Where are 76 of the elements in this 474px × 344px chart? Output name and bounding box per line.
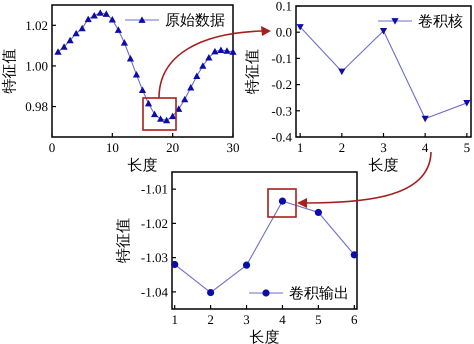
point [350,251,358,258]
point [314,208,322,216]
point [223,47,231,54]
x-tick-label: 30 [226,140,240,155]
point [193,72,200,79]
x-tick-label: 2 [338,140,346,155]
point [132,71,140,78]
y-tick-label: 0.0 [276,24,292,40]
x-tick-label: 1 [296,140,304,155]
y-tick-label: -0.4 [271,130,292,144]
point [217,46,225,53]
x-axis-title: 长度 [368,157,398,174]
x-tick-label: 6 [351,312,358,327]
x-tick-label: 3 [380,140,387,155]
legend-label: 卷积核 [418,13,463,30]
x-tick-label: 5 [464,140,470,155]
point [108,16,116,22]
x-tick-label: 2 [207,312,214,327]
x-tick-label: 3 [243,312,250,327]
point [187,84,194,91]
point [211,48,218,54]
point [120,39,128,46]
x-tick-label: 4 [422,140,429,155]
point [157,115,164,122]
point [150,110,158,118]
point [60,43,68,50]
y-tick-label: 1.02 [25,18,48,33]
x-tick-label: 10 [106,140,119,155]
x-tick-label: 1 [171,312,178,327]
y-tick-label: -1.03 [140,250,168,266]
point [54,48,62,55]
point [163,116,170,124]
x-axis-title: 长度 [250,329,280,344]
legend-label: 卷积输出 [289,285,349,302]
point [126,55,134,62]
point [78,24,86,32]
point [169,112,176,120]
point [72,30,80,36]
x-tick-label: 0 [48,140,56,155]
point [102,10,110,17]
x-tick-label: 5 [315,312,322,327]
point [380,28,388,34]
point [422,116,429,122]
point [207,288,214,296]
point [138,86,146,93]
y-tick-label: -0.3 [271,103,292,118]
point [171,260,178,268]
point [205,54,212,60]
legend-label: 原始数据 [165,12,225,29]
point [181,96,188,102]
point [296,24,304,31]
point [338,68,346,76]
y-tick-label: 1.00 [25,58,48,74]
y-tick-label: 0.1 [276,0,292,14]
point [90,12,98,18]
point [463,100,470,107]
point [66,36,74,44]
y-tick-label: -0.2 [271,77,292,92]
point [114,26,122,33]
x-tick-label: 20 [166,140,180,155]
point [84,16,92,22]
y-tick-label: -1.02 [140,216,168,231]
x-tick-label: 4 [279,312,286,327]
y-tick-label: -1.01 [140,182,168,197]
x-axis-title: 长度 [128,157,158,174]
point [144,100,152,106]
y-tick-label: 0.98 [25,99,48,114]
point [199,62,206,69]
point [229,48,237,55]
point [96,9,104,16]
y-axis-title: 特征值 [1,48,18,94]
y-tick-label: -1.04 [140,284,168,300]
y-axis-title: 特征值 [115,218,132,263]
point [242,262,250,269]
y-tick-label: -0.1 [271,50,292,66]
y-axis-title: 特征值 [244,49,261,94]
